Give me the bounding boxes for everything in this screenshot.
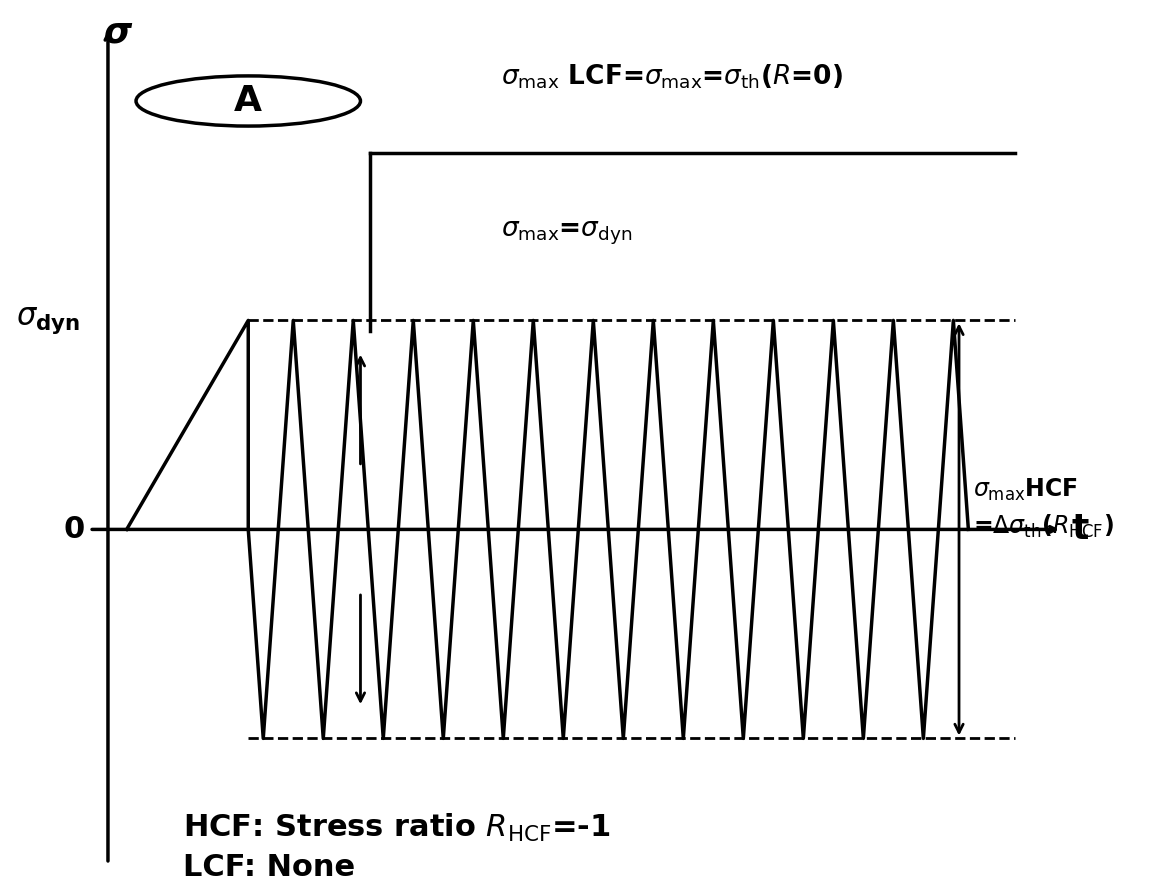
Text: σ: σ [104, 15, 131, 49]
Text: A: A [234, 84, 263, 118]
Text: LCF: None: LCF: None [183, 853, 355, 883]
Text: HCF: Stress ratio $R_{\rm HCF}$=-1: HCF: Stress ratio $R_{\rm HCF}$=-1 [183, 812, 611, 844]
Text: 0: 0 [63, 515, 84, 544]
Text: t: t [1071, 513, 1089, 547]
Text: $\sigma_{\max}$=$\sigma_{\rm dyn}$: $\sigma_{\max}$=$\sigma_{\rm dyn}$ [501, 220, 632, 247]
Text: $\sigma_{\max}$HCF
=$\Delta\sigma_{\rm th}$($R_{\rm HCF}$): $\sigma_{\max}$HCF =$\Delta\sigma_{\rm t… [973, 477, 1114, 540]
Text: $\sigma_{\mathbf{dyn}}$: $\sigma_{\mathbf{dyn}}$ [16, 305, 79, 336]
Text: $\sigma_{\max}$ LCF=$\sigma_{\max}$=$\sigma_{\rm th}$($R$=0): $\sigma_{\max}$ LCF=$\sigma_{\max}$=$\si… [501, 62, 842, 90]
